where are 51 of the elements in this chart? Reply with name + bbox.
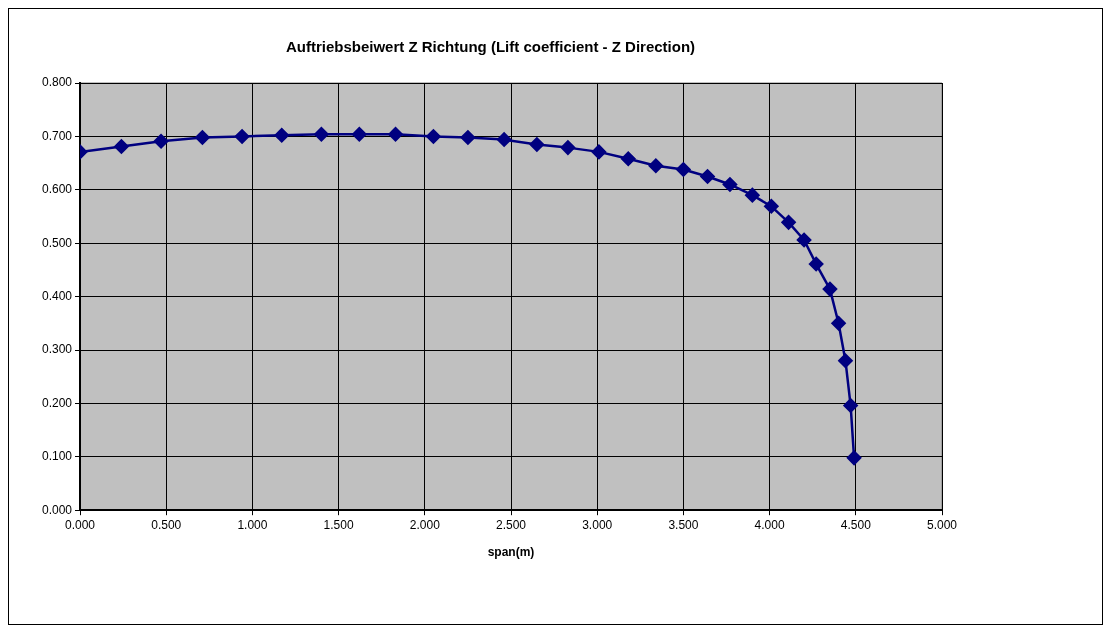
point	[843, 398, 858, 413]
y-tick-label: 0.500	[42, 235, 73, 250]
x-tick-label: 5.000	[926, 517, 958, 532]
point	[195, 130, 210, 145]
point	[426, 129, 441, 144]
point	[764, 199, 779, 214]
chart-title: Auftriebsbeiwert Z Richtung (Lift coefficient - Z Direction)	[285, 38, 696, 56]
point	[781, 215, 796, 230]
point	[838, 353, 853, 368]
x-tick-label: 1.500	[323, 517, 354, 532]
point	[822, 281, 838, 297]
y-tick-label: 0.400	[42, 288, 73, 303]
point	[745, 187, 760, 203]
y-tick-label: 0.100	[42, 449, 73, 464]
point	[591, 144, 607, 160]
point	[388, 127, 403, 142]
y-tick-label: 0.600	[42, 182, 73, 197]
point	[831, 316, 846, 331]
x-tick-label: 2.500	[496, 517, 527, 532]
point	[722, 177, 738, 192]
x-tick-label: 4.000	[754, 517, 785, 532]
point	[352, 127, 367, 142]
point	[620, 151, 636, 167]
point	[846, 450, 862, 466]
x-tick-label: 2.000	[409, 517, 441, 532]
point	[234, 129, 250, 144]
x-tick-label: 1.000	[237, 517, 268, 532]
x-tick-label: 3.000	[582, 517, 613, 532]
x-tick-label: 4.500	[840, 517, 872, 532]
point	[314, 127, 329, 142]
point	[153, 133, 169, 149]
point	[648, 158, 664, 174]
x-tick-label: 0.000	[65, 517, 96, 532]
point	[460, 130, 476, 145]
point	[676, 162, 691, 177]
point	[114, 139, 129, 154]
x-axis-title: span(m)	[487, 545, 535, 560]
y-tick-label: 0.000	[42, 502, 73, 517]
point	[274, 128, 289, 143]
x-tick-label: 3.500	[668, 517, 699, 532]
point	[560, 140, 576, 155]
y-tick-label: 0.200	[42, 395, 73, 410]
point	[796, 232, 812, 248]
point	[496, 132, 512, 147]
y-tick-label: 0.800	[42, 75, 73, 90]
point	[808, 256, 824, 272]
x-tick-label: 0.500	[151, 517, 182, 532]
point	[529, 137, 545, 152]
y-tick-label: 0.300	[42, 342, 73, 357]
point	[700, 169, 715, 184]
y-tick-label: 0.700	[42, 128, 73, 143]
